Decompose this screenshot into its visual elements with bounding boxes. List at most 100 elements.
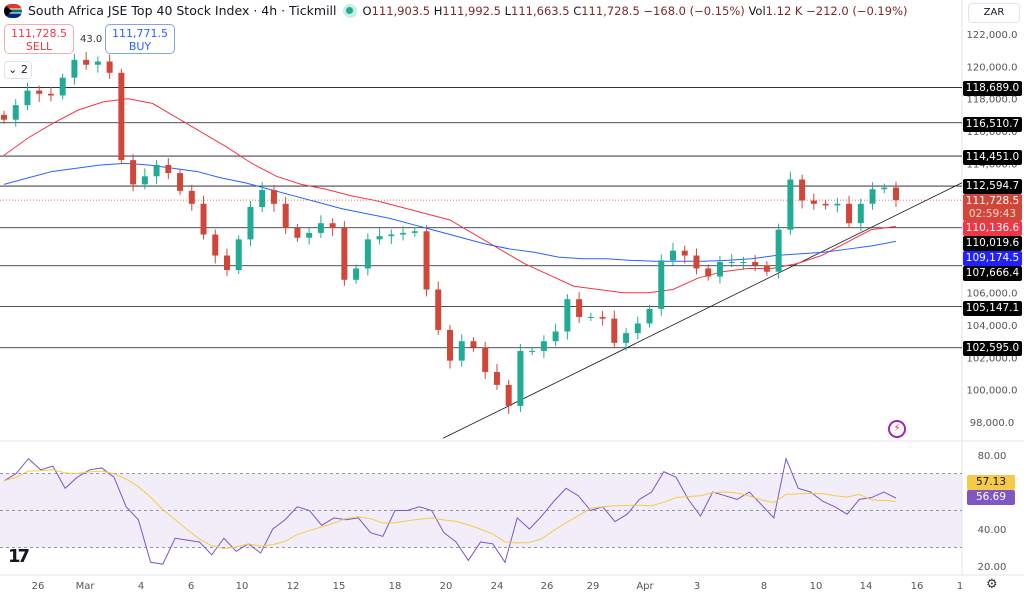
candle-body — [317, 223, 324, 233]
candle-body — [106, 61, 113, 73]
price-tick: 116,000.0 — [967, 127, 1018, 138]
candle-body — [224, 255, 230, 271]
ma-fast-line — [3, 98, 897, 294]
candle-body — [587, 316, 594, 318]
candle-body — [693, 255, 700, 269]
candle-body — [411, 231, 418, 233]
time-tick: 8 — [761, 581, 767, 592]
rsi-tick: 80.00 — [978, 451, 1007, 462]
time-tick: 12 — [287, 581, 300, 592]
level-label: 114,451.0 — [963, 150, 1022, 165]
flash-icon[interactable]: ⚡ — [888, 420, 906, 438]
candle-body — [552, 331, 559, 342]
level-label: 112,594.7 — [963, 179, 1022, 194]
candle-body — [12, 105, 19, 120]
level-label: 110,019.6 — [963, 236, 1022, 251]
candle-body — [388, 234, 395, 237]
market-open-icon — [342, 3, 357, 18]
price-tick: 122,000.0 — [967, 30, 1018, 41]
candle-body — [529, 350, 536, 352]
candle-body — [775, 229, 782, 272]
candle-body — [822, 203, 829, 206]
time-tick: 3 — [694, 581, 700, 592]
candle-body — [634, 323, 641, 334]
candle-body — [447, 329, 453, 361]
candle-body — [728, 261, 735, 263]
candle-body — [435, 289, 442, 330]
price-tick: 98,000.0 — [970, 418, 1015, 429]
candle-body — [59, 77, 66, 96]
time-tick: 4 — [138, 581, 144, 592]
candle-body — [329, 223, 336, 229]
candle-body — [130, 160, 137, 185]
tradingview-logo[interactable]: 17 — [8, 546, 30, 567]
candle-body — [177, 173, 184, 191]
candle-body — [353, 268, 360, 280]
time-tick: 26 — [32, 581, 45, 592]
south-africa-flag-icon — [4, 3, 22, 18]
candle-countdown: 02:59:43 — [968, 208, 1017, 220]
rsi-ma-line — [3, 469, 897, 550]
spread-value: 43.0 — [80, 34, 103, 45]
candle-body — [482, 347, 489, 372]
candle-body — [752, 261, 759, 266]
candle-body — [810, 200, 817, 204]
candle-body — [670, 250, 676, 261]
candle-body — [893, 187, 899, 201]
current-price-value: 111,728.5 — [965, 195, 1020, 207]
candle-body — [118, 72, 125, 161]
candle-body — [1, 114, 7, 120]
settings-gear-icon[interactable]: ⚙ — [986, 577, 998, 592]
candle-body — [599, 316, 606, 319]
candle-body — [540, 341, 547, 351]
indicators-collapse-button[interactable]: ⌄ 2 — [4, 61, 32, 79]
candle-body — [212, 234, 219, 256]
candle-body — [24, 90, 31, 106]
currency-selector[interactable]: ZAR — [968, 3, 1020, 23]
buy-button[interactable]: 111,771.5 BUY — [105, 24, 175, 54]
time-tick: 20 — [440, 581, 453, 592]
candle-body — [517, 350, 524, 406]
trendline — [442, 182, 963, 439]
candle-body — [83, 59, 90, 65]
rsi-label: 56.69 — [967, 490, 1015, 505]
candle-body — [846, 203, 853, 224]
candle-body — [458, 341, 465, 361]
symbol-title[interactable]: South Africa JSE Top 40 Stock Index · 4h… — [28, 3, 337, 18]
candle-body — [881, 187, 888, 190]
level-label: 116,510.7 — [963, 117, 1022, 132]
candle-body — [306, 232, 313, 238]
candle-body — [235, 239, 242, 271]
candle-body — [376, 236, 383, 240]
candle-body — [153, 164, 160, 177]
time-tick: Mar — [76, 581, 96, 592]
time-tick: 10 — [236, 581, 249, 592]
rsi-line — [3, 457, 897, 565]
candle-body — [165, 164, 172, 174]
candle-body — [869, 189, 876, 204]
level-label: 102,595.0 — [963, 341, 1022, 356]
candle-body — [646, 308, 653, 324]
candle-body — [364, 239, 371, 269]
ma-slow-line — [3, 162, 897, 262]
candle-body — [740, 261, 747, 263]
price-tick: 118,000.0 — [967, 95, 1018, 106]
candle-body — [623, 333, 630, 343]
candle-body — [658, 260, 665, 309]
time-tick: Apr — [636, 581, 654, 592]
candle-body — [505, 384, 512, 406]
time-tick: 14 — [860, 581, 873, 592]
time-tick: 6 — [188, 581, 194, 592]
candle-body — [341, 228, 348, 280]
candle-body — [247, 207, 254, 240]
price-tick: 120,000.0 — [967, 62, 1018, 73]
candle-body — [94, 61, 101, 65]
rsi-tick: 40.00 — [978, 525, 1007, 536]
price-tick: 104,000.0 — [967, 321, 1018, 332]
level-label: 118,689.0 — [963, 81, 1022, 96]
time-tick: 10 — [810, 581, 823, 592]
price-tick: 100,000.0 — [967, 386, 1018, 397]
level-label: 105,147.1 — [963, 301, 1022, 316]
sell-button[interactable]: 111,728.5 SELL — [4, 24, 74, 54]
